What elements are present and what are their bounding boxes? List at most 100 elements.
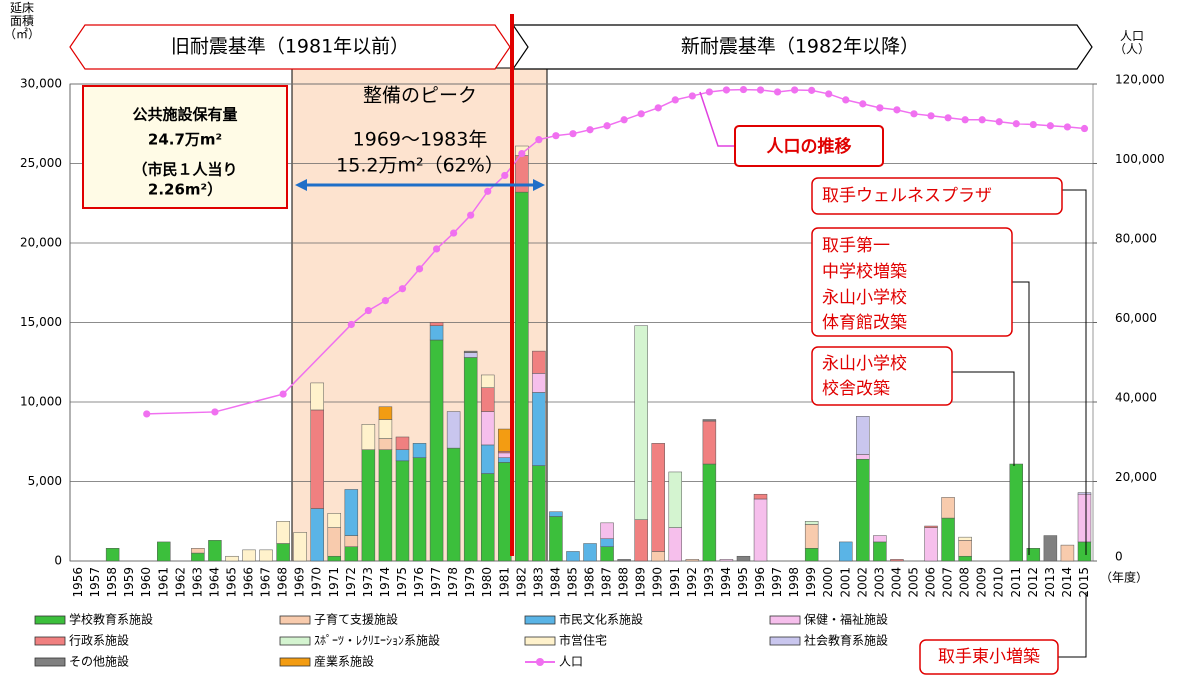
x-tick-label: 1957 bbox=[88, 567, 102, 598]
y2-tick-label: 40,000 bbox=[1115, 391, 1157, 405]
x-tick-label: 1971 bbox=[327, 567, 341, 598]
bar-segment bbox=[651, 551, 665, 562]
callout-text: 永山小学校 bbox=[822, 354, 907, 374]
callout-box bbox=[811, 227, 1013, 337]
callout-text: 取手東小増築 bbox=[938, 647, 1040, 667]
bar-segment bbox=[378, 419, 393, 439]
x-tick-label: 1977 bbox=[429, 567, 443, 598]
population-point bbox=[756, 86, 765, 94]
x-tick-label: 1970 bbox=[310, 567, 324, 598]
x-tick-label: 1967 bbox=[259, 567, 273, 598]
callout-connector bbox=[1012, 281, 1030, 555]
population-point bbox=[1029, 120, 1037, 129]
x-tick-label: 1959 bbox=[122, 567, 136, 598]
population-point bbox=[398, 285, 407, 293]
x-tick-label: 1976 bbox=[412, 567, 426, 598]
bar-segment bbox=[105, 548, 120, 562]
callout-connector bbox=[1062, 189, 1087, 555]
legend-label: 社会教育系施設 bbox=[804, 633, 888, 648]
bar-segment bbox=[702, 419, 717, 422]
bar-segment bbox=[702, 420, 717, 465]
bar-segment bbox=[293, 532, 307, 562]
bar-segment bbox=[310, 382, 324, 411]
population-point bbox=[347, 320, 355, 329]
population-point bbox=[211, 408, 219, 416]
population-point bbox=[978, 116, 986, 124]
population-point bbox=[910, 110, 918, 118]
legend-swatch bbox=[34, 636, 66, 646]
population-point bbox=[1012, 120, 1020, 128]
population-point bbox=[143, 410, 151, 418]
holdings-box bbox=[82, 85, 288, 209]
bar-segment bbox=[566, 551, 580, 562]
legend-swatch bbox=[279, 615, 311, 625]
x-tick-label: 1995 bbox=[736, 567, 750, 598]
bar-segment bbox=[924, 527, 938, 562]
population-point bbox=[1063, 123, 1072, 131]
x-tick-label: 2005 bbox=[906, 567, 920, 598]
x-tick-label: 1973 bbox=[361, 567, 375, 598]
population-point bbox=[552, 132, 560, 140]
bar-segment bbox=[532, 465, 546, 562]
bar-segment bbox=[1026, 548, 1041, 562]
bar-segment bbox=[958, 555, 972, 562]
callout-text: 体育館改築 bbox=[822, 313, 907, 333]
population-point bbox=[637, 110, 645, 118]
x-tick-label: 1989 bbox=[634, 567, 648, 598]
population-point bbox=[381, 297, 390, 305]
arrow-head bbox=[295, 179, 307, 191]
callout-text: 取手第一 bbox=[822, 236, 890, 256]
population-point bbox=[467, 211, 475, 219]
bar-segment bbox=[617, 559, 631, 562]
bar-segment bbox=[378, 406, 393, 420]
population-point bbox=[773, 88, 782, 96]
bar-segment bbox=[515, 191, 529, 562]
bar-segment bbox=[753, 498, 768, 562]
x-tick-label: 1991 bbox=[668, 567, 682, 598]
new-standard-banner bbox=[511, 24, 1093, 70]
bar-segment bbox=[804, 521, 819, 525]
bar-segment bbox=[344, 535, 359, 547]
bar-segment bbox=[498, 428, 512, 452]
bar-segment bbox=[924, 525, 938, 528]
bar-segment bbox=[225, 555, 239, 562]
bar-segment bbox=[719, 559, 734, 562]
bar-segment bbox=[480, 374, 495, 388]
bar-segment bbox=[498, 452, 512, 458]
peak-area: 15.2万m²（62%） bbox=[336, 155, 504, 177]
holdings-line: 公共施設保有量 bbox=[132, 106, 237, 124]
x-tick-label: 1962 bbox=[173, 567, 187, 598]
bar-segment bbox=[873, 541, 887, 562]
x-tick-label: 1985 bbox=[565, 567, 579, 598]
bar-segment bbox=[276, 521, 290, 544]
x-tick-label: 1983 bbox=[531, 567, 545, 598]
plot bbox=[69, 83, 1097, 562]
bar-segment bbox=[685, 559, 700, 562]
x-tick-label: 1965 bbox=[224, 567, 238, 598]
bar-segment bbox=[378, 438, 393, 450]
bar-segment bbox=[446, 447, 461, 562]
y-tick-label: 15,000 bbox=[20, 315, 62, 329]
x-tick-label: 2015 bbox=[1077, 567, 1091, 598]
bar-segment bbox=[668, 527, 683, 562]
callout-text: 取手ウェルネスプラザ bbox=[822, 186, 992, 206]
population-point bbox=[791, 86, 799, 94]
x-tick-label: 1960 bbox=[139, 567, 153, 598]
y-tick-label: 0 bbox=[54, 554, 62, 568]
bar-segment bbox=[412, 443, 427, 458]
x-tick-label: 1981 bbox=[497, 567, 511, 598]
y-tick-label: 10,000 bbox=[20, 395, 62, 409]
x-tick-label: 1974 bbox=[378, 567, 392, 598]
bar-segment bbox=[1077, 492, 1092, 495]
bar-segment bbox=[856, 454, 870, 460]
y2-tick-label: 120,000 bbox=[1115, 73, 1165, 87]
bar-segment bbox=[1043, 535, 1058, 562]
y2-tick-label: 60,000 bbox=[1115, 311, 1157, 325]
population-point bbox=[876, 104, 884, 112]
legend-label: 人口 bbox=[559, 655, 583, 669]
x-tick-label: 1984 bbox=[548, 567, 562, 598]
bar-segment bbox=[941, 497, 955, 519]
x-tick-label: 1987 bbox=[600, 567, 614, 598]
bar-segment bbox=[463, 350, 478, 353]
